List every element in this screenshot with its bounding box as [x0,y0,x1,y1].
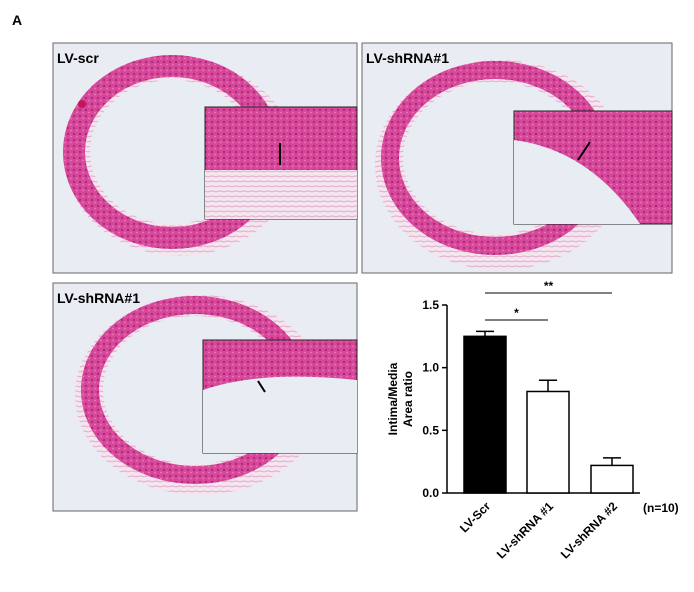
y-tick-label: 1.0 [422,361,439,375]
panel-label: A [12,12,22,28]
y-tick-label: 0.0 [422,486,439,500]
image-label: LV-scr [57,50,99,66]
x-tick-label: LV-Scr [457,499,493,535]
histology-image: LV-scr [52,42,358,274]
image-label: LV-shRNA#1 [57,290,140,306]
significance-label: ** [544,279,554,293]
bar [463,335,507,494]
y-axis-label: Area ratio [401,371,415,427]
histology-image: LV-shRNA#1 [361,42,673,274]
x-tick-label: LV-shRNA #1 [494,499,556,561]
bar [526,390,570,494]
significance-label: * [514,306,519,320]
bar [590,464,634,494]
y-tick-label: 1.5 [422,298,439,312]
x-tick-label: LV-shRNA #2 [558,499,620,561]
note: (n=10) [643,501,679,515]
image-label: LV-shRNA#1 [366,50,449,66]
y-axis-label: Intima/Media [386,362,400,435]
y-tick-label: 0.5 [422,423,439,437]
histology-image: LV-shRNA#1 [52,282,358,512]
